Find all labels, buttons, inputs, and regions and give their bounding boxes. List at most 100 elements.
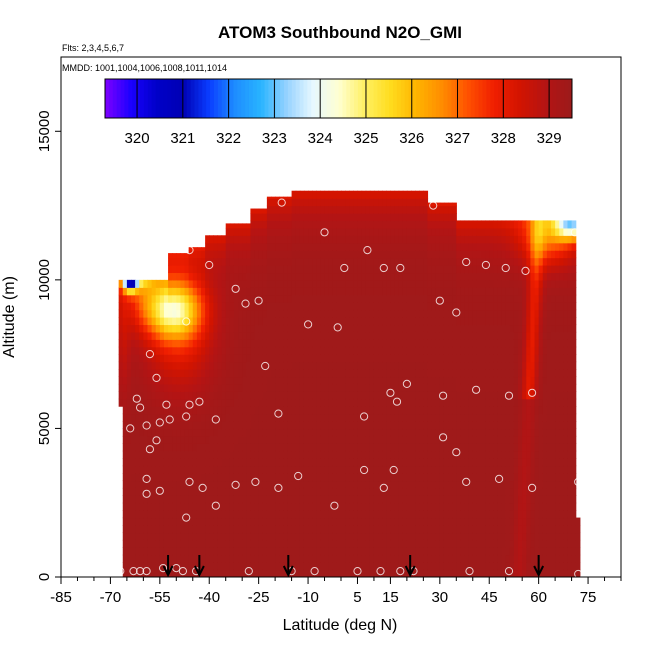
field-cell	[279, 525, 284, 534]
field-cell	[283, 331, 289, 340]
field-cell	[481, 376, 486, 385]
field-cell	[262, 391, 268, 400]
field-cell	[452, 443, 457, 452]
field-cell	[242, 242, 247, 251]
field-cell	[341, 369, 346, 378]
field-cell	[439, 213, 445, 222]
field-cell	[209, 569, 214, 577]
field-cell	[526, 302, 532, 311]
field-cell	[472, 480, 478, 489]
field-cell	[365, 547, 371, 556]
field-cell	[373, 450, 379, 459]
field-cell	[299, 317, 305, 326]
field-cell	[188, 473, 194, 482]
field-cell	[238, 413, 243, 422]
field-cell	[155, 287, 161, 296]
field-cell	[365, 480, 371, 489]
field-cell	[468, 502, 474, 511]
field-cell	[534, 547, 540, 556]
field-cell	[246, 383, 252, 392]
field-cell	[122, 302, 128, 311]
field-cell	[238, 354, 243, 363]
field-cell	[411, 309, 416, 318]
field-cell	[501, 569, 507, 577]
field-cell	[324, 473, 330, 482]
field-cell	[369, 554, 375, 563]
field-cell	[295, 473, 301, 482]
field-cell	[448, 413, 453, 422]
field-cell	[176, 562, 182, 571]
field-cell	[452, 487, 457, 496]
field-cell	[192, 391, 198, 400]
field-cell	[209, 435, 214, 444]
field-cell	[394, 339, 400, 348]
field-cell	[271, 421, 276, 430]
field-cell	[493, 324, 499, 333]
field-cell	[205, 250, 210, 259]
field-cell	[336, 421, 342, 430]
field-cell	[382, 406, 387, 415]
field-cell	[501, 287, 507, 296]
field-cell	[357, 272, 363, 281]
field-cell	[509, 346, 515, 355]
field-cell	[443, 324, 449, 333]
field-cell	[522, 450, 527, 459]
field-cell	[324, 287, 330, 296]
field-cell	[353, 443, 359, 452]
field-cell	[291, 361, 297, 370]
field-cell	[151, 473, 157, 482]
field-cell	[369, 198, 375, 207]
field-cell	[390, 250, 396, 259]
field-cell	[448, 265, 453, 274]
field-cell	[345, 532, 350, 541]
field-cell	[320, 287, 326, 296]
field-cell	[415, 465, 420, 474]
field-cell	[419, 361, 424, 370]
field-cell	[505, 398, 511, 407]
field-cell	[238, 324, 243, 333]
field-cell	[250, 265, 256, 274]
field-cell	[394, 317, 400, 326]
field-cell	[489, 450, 494, 459]
field-cell	[493, 309, 499, 318]
field-cell	[283, 235, 289, 244]
field-cell	[493, 272, 499, 281]
field-cell	[246, 532, 252, 541]
field-cell	[481, 324, 486, 333]
field-cell	[118, 383, 124, 392]
field-cell	[460, 317, 466, 326]
field-cell	[485, 354, 490, 363]
field-cell	[163, 539, 169, 548]
field-cell	[513, 465, 519, 474]
field-cell	[427, 554, 433, 563]
field-cell	[246, 272, 252, 281]
field-cell	[320, 346, 326, 355]
field-cell	[188, 383, 194, 392]
field-cell	[324, 376, 330, 385]
field-cell	[308, 502, 313, 511]
field-cell	[501, 369, 507, 378]
field-cell	[155, 369, 161, 378]
field-cell	[464, 294, 470, 303]
field-cell	[431, 302, 437, 311]
field-cell	[464, 361, 470, 370]
field-cell	[369, 473, 375, 482]
field-cell	[254, 250, 260, 259]
field-cell	[287, 331, 293, 340]
field-cell	[439, 369, 445, 378]
field-cell	[262, 487, 268, 496]
field-cell	[196, 532, 202, 541]
field-cell	[320, 547, 326, 556]
field-cell	[505, 413, 511, 422]
field-cell	[168, 502, 173, 511]
field-cell	[159, 517, 165, 526]
field-cell	[526, 428, 532, 437]
field-cell	[180, 257, 186, 266]
field-cell	[493, 339, 499, 348]
field-cell	[238, 547, 243, 556]
field-cell	[538, 562, 544, 571]
field-cell	[427, 539, 433, 548]
field-cell	[336, 480, 342, 489]
field-cell	[472, 339, 478, 348]
field-cell	[271, 309, 276, 318]
